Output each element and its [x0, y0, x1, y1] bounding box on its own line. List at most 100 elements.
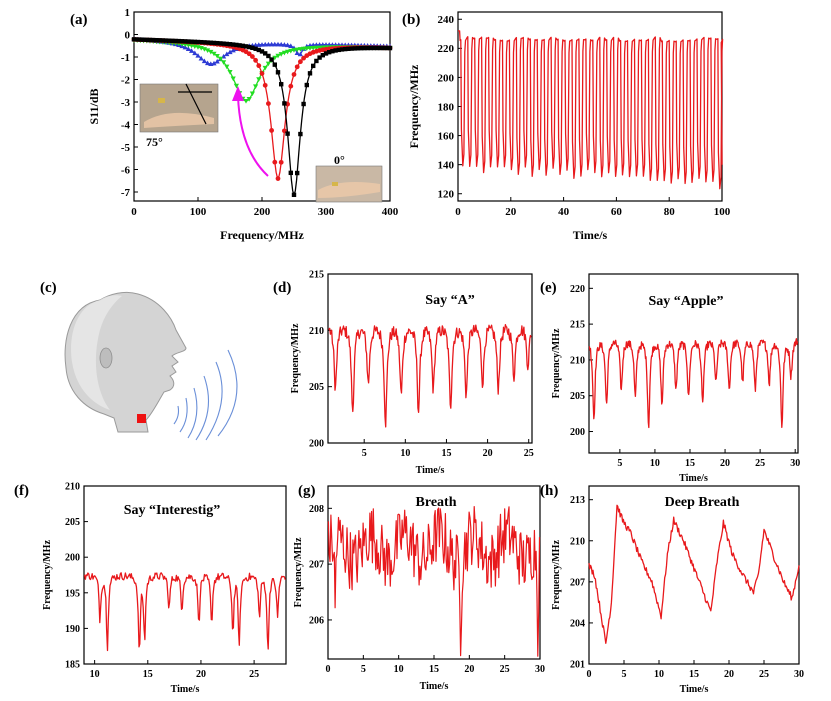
- panel-letter-h: (h): [540, 483, 558, 499]
- marker-triangle-down: [233, 83, 239, 89]
- x-tick-label-d: 5: [362, 448, 367, 459]
- y-tick-label-a: 0: [125, 29, 131, 41]
- marker-triangle-down: [272, 55, 278, 61]
- y-tick-label-e: 200: [570, 427, 585, 438]
- y-tick-label-e: 205: [570, 391, 585, 402]
- y-tick-label-h: 210: [570, 536, 585, 547]
- y-tick-label-b: 240: [438, 14, 455, 26]
- marker-square: [291, 192, 297, 198]
- x-tick-label-g: 10: [394, 664, 404, 675]
- x-tick-label-g: 5: [361, 664, 366, 675]
- bent-hand-shape: [144, 112, 214, 128]
- series-line-bending: [458, 30, 724, 190]
- marker-triangle-up: [278, 41, 284, 47]
- x-tick-label-b: 20: [505, 206, 517, 218]
- bend-arrow-head: [232, 86, 244, 101]
- marker-square: [227, 42, 233, 47]
- x-tick-label-d: 25: [524, 448, 534, 459]
- marker-square: [221, 41, 226, 46]
- x-tick-label-g: 30: [535, 664, 545, 675]
- marker-square: [215, 40, 220, 46]
- marker-triangle-down: [288, 48, 294, 54]
- y-tick-label-d: 205: [309, 382, 324, 393]
- marker-square: [183, 39, 188, 44]
- annotation-h: Deep Breath: [665, 495, 740, 510]
- marker-circle: [294, 64, 300, 70]
- y-tick-label-d: 210: [309, 326, 324, 337]
- marker-triangle-up: [185, 46, 191, 51]
- marker-square: [279, 82, 284, 87]
- marker-triangle-up: [211, 60, 217, 66]
- y-tick-label-a: -1: [121, 52, 130, 64]
- x-axis-label-d: Time/s: [416, 465, 445, 476]
- y-tick-label-e: 215: [570, 320, 585, 331]
- marker-triangle-down: [301, 46, 307, 52]
- marker-triangle-up: [214, 58, 220, 64]
- marker-triangle-down: [275, 53, 281, 59]
- y-tick-label-g: 207: [309, 560, 324, 571]
- marker-square: [343, 46, 348, 52]
- y-tick-label-h: 204: [570, 618, 585, 629]
- marker-square: [375, 45, 380, 51]
- marker-square: [333, 48, 338, 53]
- marker-square: [368, 45, 373, 51]
- y-tick-label-a: -5: [121, 142, 131, 154]
- y-tick-label-e: 210: [570, 355, 585, 366]
- x-axis-label-f: Time/s: [171, 684, 200, 695]
- y-axis-label-h: Frequency/MHz: [551, 540, 562, 610]
- marker-square: [295, 170, 300, 176]
- x-axis-label-h: Time/s: [680, 684, 709, 695]
- y-axis-label-a: S11/dB: [87, 88, 101, 124]
- x-tick-label-b: 100: [714, 206, 731, 218]
- x-tick-label-h: 30: [794, 669, 804, 680]
- y-tick-label-b: 180: [438, 101, 455, 113]
- panel-f-say-interesting: 10 15 20 25 185 190 195 200 205 210 Time/s Frequenc…: [42, 482, 287, 695]
- marker-triangle-up: [230, 47, 236, 53]
- marker-triangle-down: [294, 47, 300, 53]
- x-axis-label-g: Time/s: [420, 681, 449, 692]
- marker-square: [272, 62, 277, 67]
- marker-square: [327, 49, 332, 55]
- y-tick-label-b: 140: [438, 160, 455, 172]
- marker-triangle-down: [310, 45, 316, 51]
- marker-triangle-up: [288, 43, 294, 48]
- x-tick-label-h: 10: [654, 669, 664, 680]
- x-tick-label-e: 10: [650, 458, 660, 469]
- y-tick-label-f: 195: [65, 588, 80, 599]
- annotation-f: Say “Interestig”: [124, 503, 221, 518]
- marker-circle: [301, 55, 306, 61]
- series-line-e: [588, 338, 799, 429]
- marker-square: [336, 47, 341, 53]
- head-shading: [71, 295, 122, 410]
- marker-circle: [278, 159, 284, 165]
- plot-frame-e: [588, 273, 799, 454]
- marker-square: [323, 51, 329, 56]
- x-tick-label-h: 5: [622, 669, 627, 680]
- y-tick-label-d: 215: [309, 270, 324, 281]
- x-tick-label-f: 10: [90, 669, 100, 680]
- marker-triangle-down: [208, 49, 214, 55]
- marker-square: [170, 38, 175, 44]
- marker-square: [224, 41, 229, 47]
- marker-square: [250, 45, 255, 51]
- marker-square: [330, 49, 335, 54]
- marker-square: [359, 45, 364, 51]
- marker-square: [208, 40, 213, 45]
- marker-square: [301, 101, 306, 107]
- marker-square: [253, 46, 258, 51]
- panel-b-bending-response: 0 20 40 60 80 100 120 140 160 180 200 220 240 Time/s F…: [407, 11, 731, 242]
- marker-triangle-down: [256, 77, 262, 82]
- marker-triangle-down: [205, 48, 211, 53]
- x-tick-label-h: 25: [759, 669, 769, 680]
- marker-square: [154, 37, 159, 43]
- marker-square: [387, 45, 393, 51]
- marker-triangle-up: [205, 60, 211, 66]
- marker-circle: [269, 128, 274, 133]
- marker-triangle-up: [294, 50, 300, 56]
- x-tick-label-h: 15: [689, 669, 699, 680]
- marker-circle: [250, 54, 255, 59]
- marker-triangle-down: [214, 53, 220, 59]
- marker-triangle-up: [192, 50, 198, 56]
- panel-letter-e: (e): [540, 280, 557, 296]
- ear: [99, 347, 113, 369]
